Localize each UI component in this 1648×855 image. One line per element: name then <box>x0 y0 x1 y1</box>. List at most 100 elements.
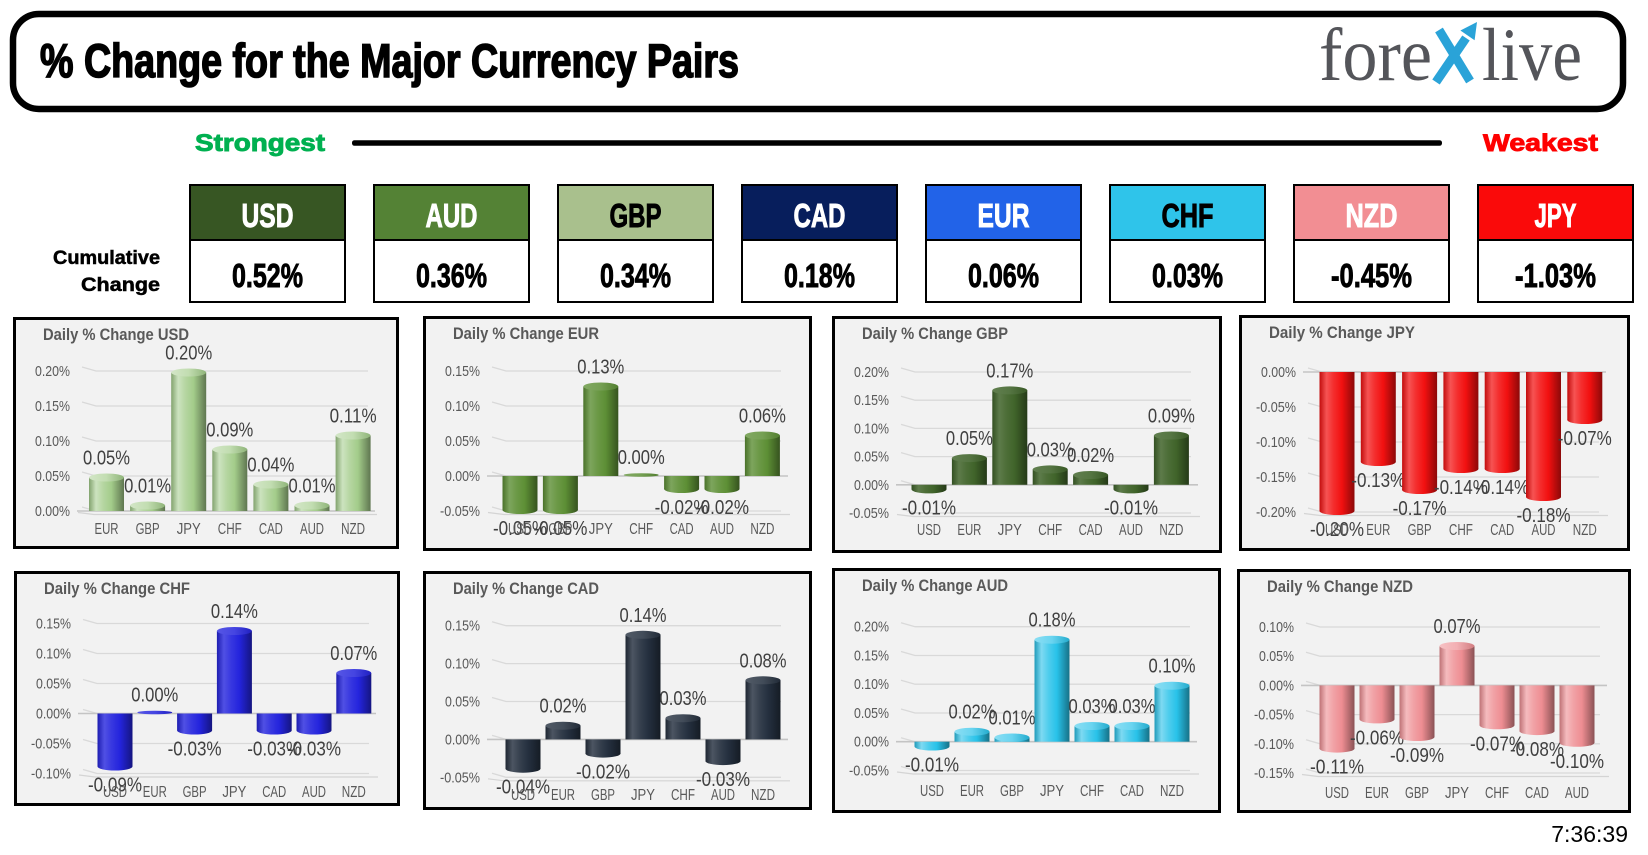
svg-text:AUD: AUD <box>426 197 478 234</box>
svg-text:Daily % Change CHF: Daily % Change CHF <box>44 579 190 598</box>
svg-text:EUR: EUR <box>1366 522 1390 539</box>
svg-text:EUR: EUR <box>143 784 167 801</box>
svg-text:0.01%: 0.01% <box>124 476 171 498</box>
svg-text:0.18%: 0.18% <box>784 257 855 294</box>
svg-text:0.03%: 0.03% <box>660 688 707 710</box>
svg-text:AUD: AUD <box>1532 522 1556 539</box>
svg-text:GBP: GBP <box>183 784 207 801</box>
svg-text:NZD: NZD <box>751 787 775 804</box>
svg-text:0.02%: 0.02% <box>540 696 587 718</box>
svg-text:Weakest: Weakest <box>1483 130 1598 157</box>
svg-text:-0.14%: -0.14% <box>1434 477 1488 499</box>
svg-text:0.00%: 0.00% <box>1259 677 1294 694</box>
svg-text:USD: USD <box>511 787 535 804</box>
svg-text:-0.03%: -0.03% <box>247 739 301 761</box>
svg-text:-0.10%: -0.10% <box>1256 434 1296 451</box>
svg-text:GBP: GBP <box>610 197 662 234</box>
svg-text:-0.07%: -0.07% <box>1558 428 1612 450</box>
svg-text:USD: USD <box>508 521 532 538</box>
svg-text:0.02%: 0.02% <box>1067 445 1114 467</box>
svg-text:CAD: CAD <box>262 784 286 801</box>
svg-text:0.00%: 0.00% <box>854 734 889 751</box>
svg-text:NZD: NZD <box>342 784 366 801</box>
svg-text:NZD: NZD <box>1573 522 1597 539</box>
svg-text:AUD: AUD <box>710 521 734 538</box>
svg-text:GBP: GBP <box>1000 783 1024 800</box>
svg-text:0.03%: 0.03% <box>1069 696 1116 718</box>
svg-text:0.01%: 0.01% <box>289 476 336 498</box>
svg-text:JPY: JPY <box>222 784 246 801</box>
svg-text:CAD: CAD <box>670 521 694 538</box>
svg-text:-0.11%: -0.11% <box>1310 757 1364 779</box>
svg-text:0.10%: 0.10% <box>854 420 889 437</box>
svg-text:Daily % Change EUR: Daily % Change EUR <box>453 324 599 343</box>
svg-text:CHF: CHF <box>1162 197 1214 234</box>
svg-text:0.20%: 0.20% <box>165 343 212 365</box>
svg-text:0.15%: 0.15% <box>36 616 71 633</box>
svg-text:CAD: CAD <box>1490 522 1514 539</box>
svg-text:-0.05%: -0.05% <box>31 736 71 753</box>
svg-text:CHF: CHF <box>1080 783 1104 800</box>
svg-text:-0.05%: -0.05% <box>849 763 889 780</box>
svg-text:0.15%: 0.15% <box>445 618 480 635</box>
svg-text:0.00%: 0.00% <box>618 447 665 469</box>
svg-text:JPY: JPY <box>631 787 655 804</box>
svg-text:-0.06%: -0.06% <box>1350 727 1404 749</box>
svg-text:0.36%: 0.36% <box>416 257 487 294</box>
svg-text:Daily % Change NZD: Daily % Change NZD <box>1267 577 1413 596</box>
svg-text:0.10%: 0.10% <box>1259 619 1294 636</box>
svg-text:-0.02%: -0.02% <box>655 497 709 519</box>
svg-text:0.10%: 0.10% <box>445 656 480 673</box>
svg-text:0.04%: 0.04% <box>247 455 294 477</box>
svg-text:0.00%: 0.00% <box>35 503 70 520</box>
svg-text:-0.09%: -0.09% <box>1390 745 1444 767</box>
svg-text:0.01%: 0.01% <box>989 708 1036 730</box>
svg-text:GBP: GBP <box>1408 522 1432 539</box>
svg-text:0.00%: 0.00% <box>445 468 480 485</box>
svg-text:-0.01%: -0.01% <box>905 755 959 777</box>
svg-text:-0.02%: -0.02% <box>576 762 630 784</box>
svg-text:USD: USD <box>920 783 944 800</box>
svg-text:-0.20%: -0.20% <box>1256 504 1296 521</box>
svg-text:0.06%: 0.06% <box>968 257 1039 294</box>
svg-text:0.10%: 0.10% <box>1149 656 1196 678</box>
svg-text:-0.04%: -0.04% <box>496 777 550 799</box>
svg-text:0.05%: 0.05% <box>83 448 130 470</box>
svg-text:-0.05%: -0.05% <box>493 518 547 540</box>
svg-text:CHF: CHF <box>671 787 695 804</box>
svg-text:JPY: JPY <box>998 522 1022 539</box>
svg-text:GBP: GBP <box>1405 785 1429 802</box>
svg-text:0.10%: 0.10% <box>36 646 71 663</box>
svg-text:CAD: CAD <box>1525 785 1549 802</box>
svg-text:-0.03%: -0.03% <box>168 739 222 761</box>
svg-text:0.00%: 0.00% <box>445 731 480 748</box>
svg-text:JPY: JPY <box>589 521 613 538</box>
svg-text:0.03%: 0.03% <box>1027 439 1074 461</box>
svg-text:CAD: CAD <box>259 521 283 538</box>
svg-text:0.05%: 0.05% <box>854 705 889 722</box>
svg-text:-0.14%: -0.14% <box>1475 477 1529 499</box>
svg-text:0.15%: 0.15% <box>445 363 480 380</box>
svg-text:CHF: CHF <box>1038 522 1062 539</box>
svg-text:USD: USD <box>1325 522 1349 539</box>
svg-text:0.34%: 0.34% <box>600 257 671 294</box>
svg-text:JPY: JPY <box>1445 785 1469 802</box>
svg-text:0.20%: 0.20% <box>854 364 889 381</box>
svg-text:-0.05%: -0.05% <box>1256 399 1296 416</box>
svg-text:USD: USD <box>1325 785 1349 802</box>
svg-text:7:36:39: 7:36:39 <box>1551 821 1628 847</box>
svg-text:-0.15%: -0.15% <box>1254 765 1294 782</box>
svg-text:CHF: CHF <box>1449 522 1473 539</box>
svg-text:NZD: NZD <box>341 521 365 538</box>
svg-text:0.05%: 0.05% <box>35 468 70 485</box>
svg-text:Strongest: Strongest <box>195 130 325 157</box>
svg-text:0.14%: 0.14% <box>211 601 258 623</box>
svg-text:USD: USD <box>103 784 127 801</box>
svg-text:0.10%: 0.10% <box>445 398 480 415</box>
svg-text:-0.03%: -0.03% <box>287 739 341 761</box>
svg-text:GBP: GBP <box>136 521 160 538</box>
svg-text:Cumulative: Cumulative <box>53 248 160 269</box>
svg-text:AUD: AUD <box>1565 785 1589 802</box>
svg-text:Daily % Change AUD: Daily % Change AUD <box>862 576 1008 595</box>
svg-text:0.05%: 0.05% <box>854 449 889 466</box>
